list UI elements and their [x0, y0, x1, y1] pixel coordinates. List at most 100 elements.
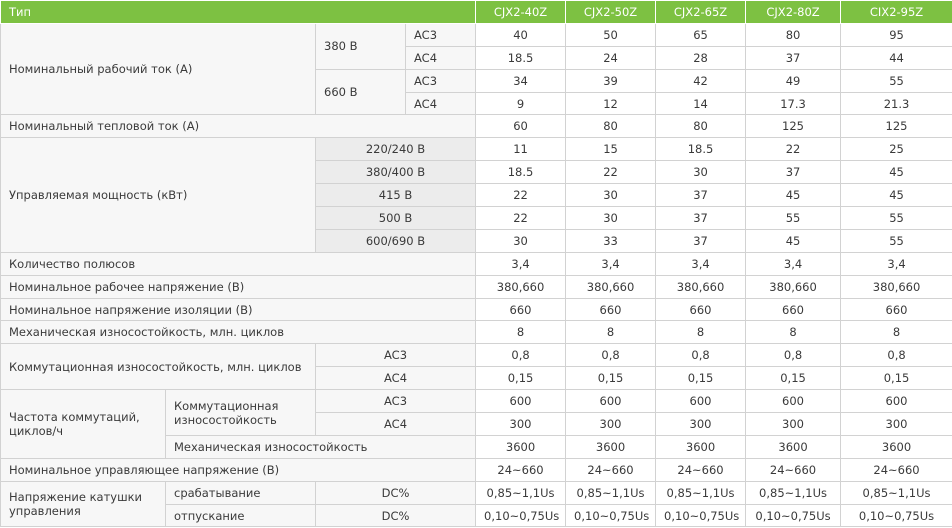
value-cell: 0,15 — [475, 366, 567, 391]
value-cell: 24~660 — [745, 457, 842, 482]
row-label: 660 В — [315, 68, 406, 116]
value-cell: 60 — [475, 114, 567, 139]
value-cell: 300 — [655, 412, 747, 436]
value-cell: 12 — [565, 91, 657, 116]
value-cell: 55 — [840, 228, 952, 253]
value-cell: 9 — [475, 91, 567, 116]
table-row: AC4 9 12 14 17.3 21.3 — [1, 91, 952, 116]
row-label: Номинальное управляющее напряжение (В) — [0, 457, 477, 482]
row-label: 500 В — [314, 206, 477, 230]
row-label: AC3 — [314, 343, 477, 368]
value-cell: 30 — [565, 183, 657, 208]
value-cell: 0,15 — [745, 366, 842, 391]
value-cell: 600 — [655, 389, 747, 414]
value-cell: 600 — [565, 389, 657, 414]
value-cell: 24~660 — [840, 457, 952, 482]
table-row: Управляемая мощность (кВт) 220/240 В 11 15 1… — [0, 137, 952, 253]
row-label: AC4 — [314, 366, 477, 391]
row-label: Управляемая мощность (кВт) — [0, 137, 316, 253]
value-cell: 300 — [840, 412, 952, 436]
value-cell: 18.5 — [655, 137, 747, 162]
value-cell: 3600 — [655, 434, 747, 459]
value-cell: 0,15 — [655, 366, 747, 391]
value-cell: 380,660 — [565, 274, 657, 299]
value-cell: 0,8 — [840, 343, 952, 368]
value-cell: 0,10~0,75Us — [840, 503, 952, 528]
table-body: Номинальный рабочий ток (А) 380 В AC3 40 50 6… — [0, 22, 952, 528]
row-label: AC4 — [404, 45, 477, 70]
row-label: 415 В — [314, 183, 477, 208]
model-header: CJX2-65Z — [655, 0, 747, 24]
model-header: CJX2-40Z — [475, 0, 567, 24]
value-cell: 80 — [655, 114, 747, 139]
row-label: AC3 — [404, 22, 477, 47]
value-cell: 300 — [565, 412, 657, 436]
value-cell: 55 — [840, 68, 952, 93]
table-row: Механическая износостойкость 3600 3600 3600… — [1, 434, 952, 459]
value-cell: 0,85~1,1Us — [565, 480, 657, 505]
value-cell: 600 — [475, 389, 567, 414]
row-label: Механическая износостойкость — [164, 434, 477, 459]
value-cell: 37 — [745, 160, 842, 185]
value-cell: 380,660 — [745, 274, 842, 299]
row-label: AC3 — [314, 389, 477, 414]
value-cell: 3,4 — [475, 251, 567, 276]
value-cell: 22 — [475, 206, 567, 230]
row-label: отпускание — [165, 503, 316, 528]
table-row: отпускание DC% 0,10~0,75Us 0,10~0,75Us 0,10~… — [1, 503, 952, 528]
value-cell: 125 — [745, 114, 842, 139]
value-cell: 3600 — [745, 434, 842, 459]
table-row: Номинальный тепловой ток (А) 60 80 80 125 125 — [0, 114, 952, 139]
value-cell: 45 — [745, 228, 842, 253]
header-row: Тип CJX2-40Z CJX2-50Z CJX2-65Z CJX2-80Z CIX2-… — [0, 0, 952, 24]
value-cell: 3,4 — [840, 251, 952, 276]
value-cell: 0,15 — [840, 366, 952, 391]
value-cell: 33 — [565, 228, 657, 253]
row-label: Частота коммутаций, циклов/ч — [0, 389, 166, 459]
value-cell: 0,8 — [475, 343, 567, 368]
value-cell: 25 — [840, 137, 952, 162]
value-cell: 24~660 — [475, 457, 567, 482]
value-cell: 22 — [745, 137, 842, 162]
table-row: Номинальное напряжение изоляции (В) 660 66… — [0, 297, 952, 322]
row-label: Напряжение катушки управления — [0, 480, 166, 528]
row-label: срабатывание — [165, 480, 316, 505]
row-label: Номинальное напряжение изоляции (В) — [0, 297, 477, 322]
table-row: AC4 300 300 300 300 300 — [1, 412, 952, 436]
value-cell: 28 — [655, 45, 747, 70]
value-cell: 0,10~0,75Us — [745, 503, 842, 528]
table-row: AC4 18.5 24 28 37 44 — [1, 45, 952, 70]
value-cell: 37 — [745, 45, 842, 70]
row-label: AC4 — [404, 91, 477, 116]
row-label: 220/240 В — [314, 137, 477, 162]
value-cell: 55 — [745, 206, 842, 230]
table-row: Напряжение катушки управления срабатывани… — [0, 480, 952, 528]
value-cell: 125 — [840, 114, 952, 139]
value-cell: 37 — [655, 183, 747, 208]
value-cell: 45 — [840, 160, 952, 185]
value-cell: 8 — [655, 320, 747, 345]
value-cell: 660 — [840, 297, 952, 322]
value-cell: 380,660 — [655, 274, 747, 299]
value-cell: 3,4 — [655, 251, 747, 276]
value-cell: 0,85~1,1Us — [475, 480, 567, 505]
value-cell: 40 — [475, 22, 567, 47]
value-cell: 0,8 — [565, 343, 657, 368]
row-label: Механическая износостойкость, млн. цикло… — [0, 320, 477, 345]
value-cell: 660 — [475, 297, 567, 322]
row-label: DC% — [314, 503, 477, 528]
type-header: Тип — [0, 0, 477, 24]
value-cell: 0,85~1,1Us — [655, 480, 747, 505]
row-label: AC4 — [314, 412, 477, 436]
value-cell: 22 — [565, 160, 657, 185]
value-cell: 24~660 — [655, 457, 747, 482]
value-cell: 3600 — [840, 434, 952, 459]
value-cell: 34 — [475, 68, 567, 93]
table-row: 415 В 22 30 37 45 45 — [1, 183, 952, 208]
row-label: Номинальное рабочее напряжение (В) — [0, 274, 477, 299]
table-row: Номинальное рабочее напряжение (В) 380,66… — [0, 274, 952, 299]
value-cell: 18.5 — [475, 160, 567, 185]
value-cell: 0,8 — [655, 343, 747, 368]
table-row: Коммутационная износостойкость, млн. цик… — [0, 343, 952, 391]
